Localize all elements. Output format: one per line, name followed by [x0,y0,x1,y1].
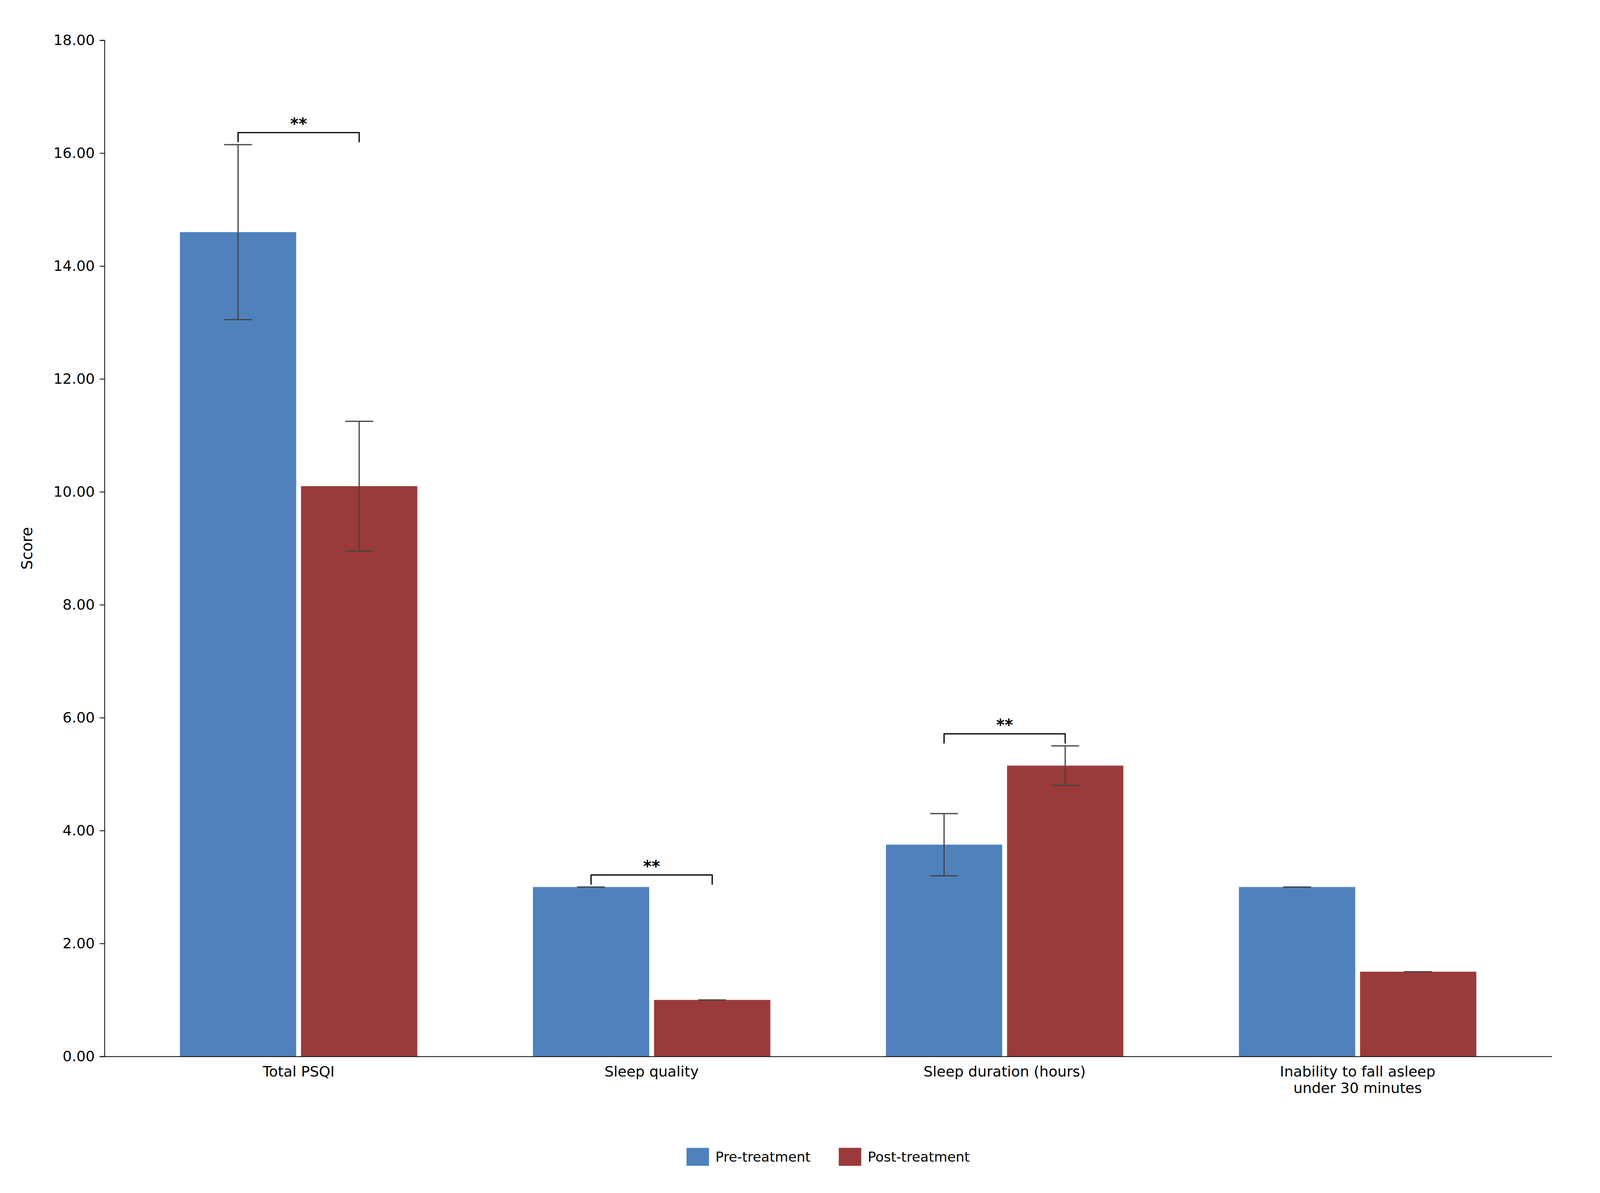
bar [532,887,649,1057]
error-bar [1051,745,1079,786]
legend-swatch [838,1147,862,1167]
tick-label: 14.00 [53,257,95,275]
tick-label: 18.00 [53,31,95,49]
bar [300,486,418,1057]
significance-bracket [944,733,1066,744]
tick-label: 6.00 [62,709,95,726]
bar [1006,765,1124,1057]
annotation: ** [996,715,1013,735]
annotation: ** [643,857,661,876]
tick: 10.00 [53,483,105,500]
tick-label: 8.00 [62,596,95,613]
legend-item: Post-treatment [838,1147,970,1167]
tick-mark [99,265,105,267]
error-bar [224,144,252,320]
tick-label: 0.00 [62,1047,95,1065]
error-bar [1404,971,1433,973]
tick-label: 10.00 [53,483,95,500]
y-axis: 0.00 2.00 4.00 6.00 8.00 10.00 12.00 14.00 16.00… [53,31,105,1065]
tick-mark [99,40,105,41]
error-bar [345,421,373,551]
error-bar [576,886,605,888]
tick: 14.00 [53,257,105,275]
tick: Inability to fall asleepunder 30 minutes [1279,1063,1436,1097]
legend-label: Post-treatment [867,1148,970,1165]
tick: 4.00 [62,822,105,839]
tick: Total PSQI [262,1063,335,1080]
tick: 8.00 [62,596,105,613]
y-axis-title: Score [18,526,36,570]
tick-mark [99,830,105,832]
significance-bracket [591,875,713,885]
tick-mark [99,717,105,719]
tick: 16.00 [53,144,105,162]
bar [1360,971,1477,1057]
annotation: ** [290,114,307,133]
chart: 0.00 2.00 4.00 6.00 8.00 10.00 12.00 14.00 16.00… [0,0,1600,1193]
significance-bracket [237,132,359,143]
bar [1238,887,1355,1057]
bar-series [300,486,1477,1057]
tick: 6.00 [62,709,105,726]
tick-mark [99,491,105,493]
tick-label: Sleep quality [604,1063,699,1080]
legend: Pre-treatment Post-treatment [686,1147,970,1167]
error-bar [698,999,727,1001]
error-bars [224,144,1312,888]
tick-mark [99,378,105,380]
tick-label: Inability to fall asleepunder 30 minutes [1279,1063,1436,1097]
error-bar [930,813,958,876]
tick-label: Total PSQI [262,1063,335,1080]
tick-label: 16.00 [53,144,95,162]
tick: 2.00 [62,935,105,952]
annotations: ** ** ** [237,114,1066,885]
tick-mark [99,604,105,606]
bar [654,1000,771,1057]
tick-label: Sleep duration (hours) [923,1063,1086,1080]
legend-swatch [686,1147,710,1167]
x-axis: Total PSQI Sleep quality Sleep duration (h… [104,1056,1553,1097]
tick-mark [99,943,105,945]
error-bar [1282,886,1311,888]
error-bars [345,421,1433,1000]
bar-series [180,232,1356,1057]
tick-label: 4.00 [62,822,95,839]
axis-line [104,1056,1553,1058]
tick-mark [99,153,105,154]
legend-label: Pre-treatment [715,1148,811,1165]
tick-label: 12.00 [53,370,95,387]
bar [180,232,297,1057]
legend-item: Pre-treatment [686,1147,811,1167]
tick: Sleep duration (hours) [923,1063,1086,1080]
tick-mark [99,1056,105,1058]
plot-area [180,144,1477,1057]
tick: 18.00 [53,31,105,49]
tick: 0.00 [62,1047,105,1065]
tick: 12.00 [53,370,105,387]
tick: Sleep quality [604,1063,699,1080]
bar [885,844,1003,1057]
tick-label: 2.00 [62,935,95,952]
axis-line [99,40,105,1057]
